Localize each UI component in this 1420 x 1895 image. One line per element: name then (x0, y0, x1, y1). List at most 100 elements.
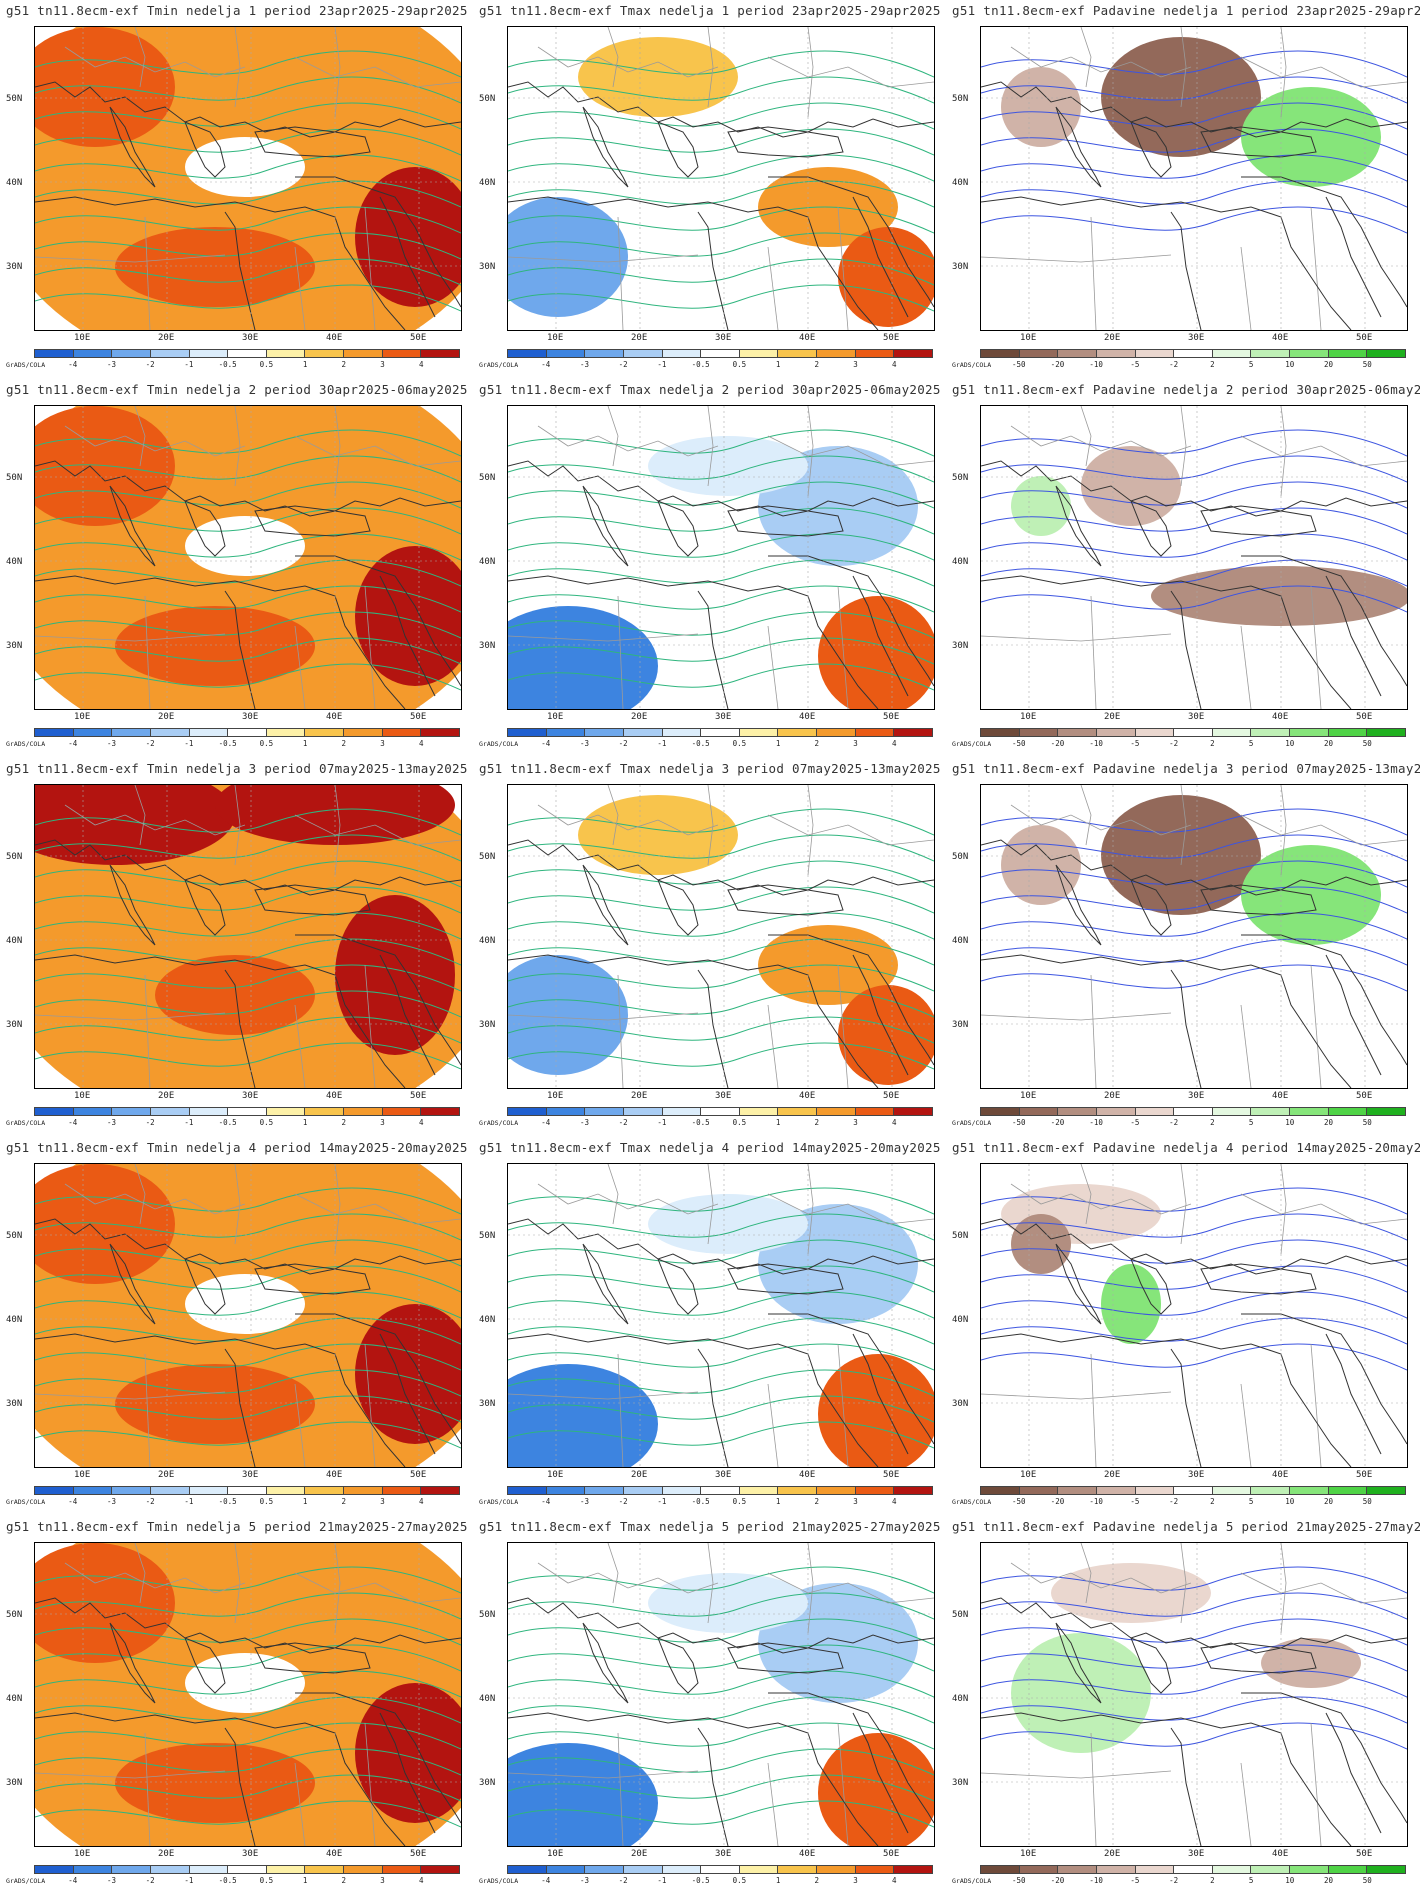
colorbar-swatch (1058, 350, 1097, 357)
country-border (144, 595, 151, 709)
contour-line (508, 585, 934, 613)
country-border (1240, 1383, 1252, 1467)
contour-line (981, 1592, 1407, 1620)
contour-line (35, 128, 461, 156)
coastline (379, 954, 436, 1076)
anomaly-shade (818, 1733, 934, 1846)
colorbar-swatch (1019, 1108, 1059, 1115)
country-border (35, 1391, 226, 1400)
country-border (1240, 814, 1407, 846)
colorbar-swatch (1058, 1108, 1097, 1115)
colorbar-swatch (228, 350, 267, 357)
colorbar-swatch (73, 729, 113, 736)
colorbar-swatch (266, 729, 306, 736)
country-border (707, 27, 714, 108)
longitude-label: 10E (74, 1849, 91, 1859)
contour-line (35, 1618, 461, 1646)
country-border (234, 406, 241, 487)
contour-line (981, 429, 1407, 457)
panel-tmin-week-2: g51 tn11.8ecm-exf Tmin nedelja 2 period … (0, 379, 473, 758)
colorbar-swatch (739, 350, 779, 357)
coastline (508, 1333, 879, 1467)
panel-title: g51 tn11.8ecm-exf Tmax nedelja 1 period … (479, 3, 941, 18)
colorbar (34, 1107, 460, 1116)
longitude-label: 50E (410, 1091, 427, 1101)
colorbar-ticks: -4 -3 -2 -1 -0.5 0.5 1 2 3 4 (34, 739, 460, 749)
colorbar-swatch (1367, 729, 1406, 736)
country-border (1310, 964, 1322, 1088)
coastline (1325, 196, 1382, 318)
colorbar-swatch (305, 729, 345, 736)
country-border (294, 246, 306, 330)
latitude-label: 40N (6, 936, 23, 946)
country-border (1280, 1164, 1287, 1255)
colorbar-tick-label: -2 (145, 1876, 155, 1885)
contour-line (508, 808, 934, 836)
coastline (109, 1622, 156, 1704)
anomaly-shade (35, 785, 235, 865)
colorbar-swatch (1174, 1108, 1213, 1115)
colorbar-swatch (189, 1866, 229, 1873)
contour-line (981, 154, 1407, 182)
colorbar-swatch (228, 1487, 267, 1494)
contour-line (35, 637, 461, 665)
anomaly-shade (648, 436, 808, 496)
colorbar-swatch (623, 729, 663, 736)
colorbar (507, 1107, 933, 1116)
country-border (837, 1343, 849, 1467)
panel-title: g51 tn11.8ecm-exf Tmin nedelja 5 period … (6, 1519, 468, 1534)
colorbar-tick-label: -3 (579, 360, 589, 369)
coastline (1055, 485, 1102, 567)
colorbar-swatch (1367, 1866, 1406, 1873)
latitude-label: 50N (952, 852, 969, 862)
latitude-label: 30N (952, 1778, 969, 1788)
longitude-label: 20E (158, 333, 175, 343)
country-border (1240, 56, 1407, 88)
contour-line (981, 1239, 1407, 1267)
longitude-label: 10E (74, 1091, 91, 1101)
colorbar-tick-label: 2 (341, 1876, 347, 1885)
latitude-label: 50N (6, 1231, 23, 1241)
longitude-label: 50E (410, 712, 427, 722)
anomaly-shade (648, 1194, 808, 1254)
colorbar-tick-label: 3 (853, 360, 858, 369)
colorbar-swatch (189, 350, 229, 357)
colorbar-tick-label: -2 (145, 360, 155, 369)
country-border (981, 1391, 1172, 1400)
coastline (1241, 1692, 1407, 1824)
colorbar-ticks: -4 -3 -2 -1 -0.5 0.5 1 2 3 4 (34, 360, 460, 370)
coastline (35, 575, 406, 709)
colorbar-tick-label: 4 (892, 1118, 897, 1127)
coastline (727, 1263, 844, 1295)
colorbar-tick-label: 0.5 (732, 739, 747, 748)
colorbar-tick-label: 3 (853, 739, 858, 748)
colorbar-swatch (189, 729, 229, 736)
colorbar-tick-label: -5 (1130, 360, 1140, 369)
colorbar-tick-label: 0.5 (259, 739, 274, 748)
country-border (1090, 216, 1097, 330)
coastline (1055, 1622, 1102, 1704)
colorbar-swatch (817, 1866, 856, 1873)
colorbar-tick-label: 3 (380, 360, 385, 369)
colorbar-tick-label: 3 (380, 739, 385, 748)
colorbar-swatch (266, 1487, 306, 1494)
panel-tmax-week-4: g51 tn11.8ecm-exf Tmax nedelja 4 period … (473, 1137, 946, 1516)
country-border (1090, 1353, 1097, 1467)
colorbar-tick-label: -1 (184, 739, 194, 748)
coastline (657, 1258, 699, 1315)
latitude-label: 40N (6, 178, 23, 188)
contour-line (508, 1213, 934, 1241)
anomaly-map (980, 26, 1408, 331)
country-border (364, 1343, 376, 1467)
country-border (234, 1164, 241, 1245)
contour-line (35, 1421, 461, 1449)
latitude-label: 50N (479, 94, 496, 104)
colorbar-tick-label: -10 (1089, 1876, 1103, 1885)
country-border (64, 1562, 246, 1594)
country-border (837, 964, 849, 1088)
coastline (1241, 934, 1407, 1066)
country-border (134, 1543, 146, 1604)
colorbar-tick-label: -20 (1050, 739, 1065, 748)
anomaly-shade (355, 1683, 461, 1823)
colorbar-swatch (266, 350, 306, 357)
